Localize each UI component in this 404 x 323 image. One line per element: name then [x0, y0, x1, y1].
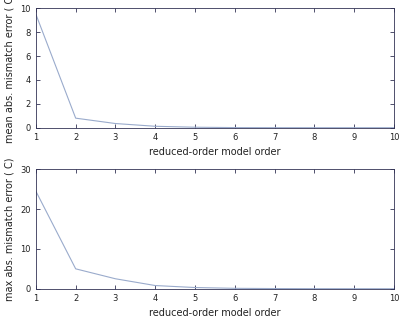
X-axis label: reduced-order model order: reduced-order model order — [149, 308, 281, 318]
X-axis label: reduced-order model order: reduced-order model order — [149, 147, 281, 157]
Y-axis label: mean abs. mismatch error ( C): mean abs. mismatch error ( C) — [5, 0, 15, 143]
Y-axis label: max abs. mismatch error ( C): max abs. mismatch error ( C) — [5, 157, 15, 301]
